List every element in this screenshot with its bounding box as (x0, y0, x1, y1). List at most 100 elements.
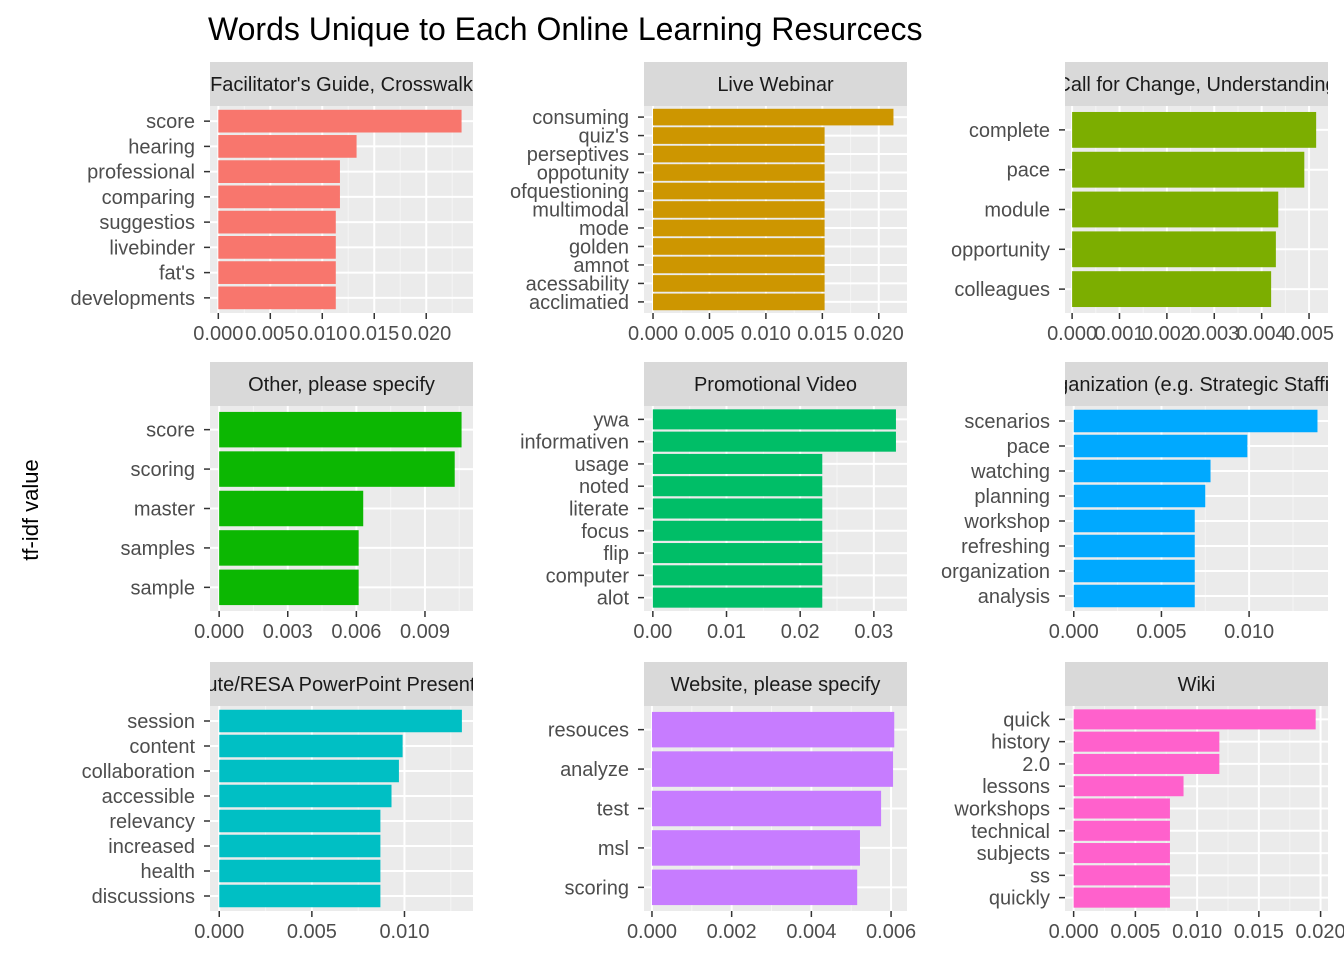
bar (218, 135, 357, 158)
facet-strip-label: Call for Change, Understanding (1056, 74, 1336, 96)
y-tick-label: health (141, 861, 196, 883)
bar (219, 451, 455, 487)
bar (219, 411, 462, 448)
bar (1073, 865, 1170, 886)
y-tick-label: score (146, 111, 195, 133)
y-tick-label: relevancy (109, 811, 195, 833)
x-tick-label: 0.01 (707, 621, 746, 643)
y-tick-label: quickly (989, 888, 1050, 910)
y-tick-label: samples (121, 538, 195, 560)
x-tick-label: 0.015 (349, 323, 399, 345)
x-tick-label: 0.010 (1224, 621, 1274, 643)
x-tick-label: 0.006 (866, 921, 916, 943)
x-tick-label: 0.004 (786, 921, 836, 943)
bar (1072, 151, 1305, 188)
y-tick-label: acessability (526, 273, 629, 295)
bar (653, 275, 825, 292)
facet-panel: Wiki quickhistory2.0lessonsworkshopstechn… (953, 662, 1344, 943)
bar (652, 476, 823, 497)
y-tick-label: scoring (565, 877, 629, 899)
y-tick-label: collaboration (82, 761, 195, 783)
y-tick-label: livebinder (109, 237, 195, 259)
y-tick-label: fat's (159, 263, 195, 285)
y-tick-label: alot (597, 588, 630, 610)
x-tick-label: 0.001 (1094, 323, 1144, 345)
y-tick-label: consuming (532, 107, 629, 129)
x-tick-label: 0.015 (1234, 921, 1284, 943)
x-tick-label: 0.004 (1237, 323, 1287, 345)
facet-panel: Website, please specify resouces analyze te… (548, 662, 916, 943)
bar (218, 236, 336, 259)
y-tick-label: literate (569, 499, 629, 521)
y-tick-label: resouces (548, 720, 629, 742)
bar (1073, 484, 1206, 508)
facet-strip-label: Promotional Video (694, 374, 857, 396)
bar (1073, 534, 1195, 558)
y-tick-label: master (134, 499, 195, 521)
y-tick-label: complete (969, 120, 1050, 142)
y-tick-label: scoring (131, 459, 195, 481)
y-tick-label: pace (1007, 160, 1050, 182)
y-tick-label: amnot (573, 255, 629, 277)
x-tick-label: 0.00 (633, 621, 672, 643)
x-tick-label: 0.005 (1284, 323, 1334, 345)
facet-strip-label: Website, please specify (671, 674, 881, 696)
facet-panel: Organization (e.g. Strategic Staffing) sc… (941, 362, 1328, 643)
bar (1072, 271, 1272, 308)
bar (653, 201, 825, 218)
y-tick-label: pace (1007, 436, 1050, 458)
y-tick-label: module (984, 200, 1050, 222)
y-tick-label: history (991, 732, 1050, 754)
x-tick-label: 0.020 (401, 323, 451, 345)
x-tick-label: 0.005 (1110, 921, 1160, 943)
bar (1072, 191, 1279, 228)
y-tick-label: scenarios (964, 411, 1050, 433)
x-tick-label: 0.000 (628, 323, 678, 345)
facet-strip (1065, 62, 1328, 106)
bar (219, 834, 381, 858)
x-tick-label: 0.005 (287, 921, 337, 943)
y-tick-label: flip (603, 543, 629, 565)
y-tick-label: discussions (92, 886, 195, 908)
bar (1073, 776, 1184, 797)
x-tick-label: 0.020 (1296, 921, 1344, 943)
bar (218, 185, 340, 209)
x-tick-label: 0.003 (263, 621, 313, 643)
bar (219, 784, 392, 808)
facet-strip-label: Institute/RESA PowerPoint Presentation (164, 674, 519, 696)
facet-panels: Facilitator's Guide, Crosswalk score heari… (70, 62, 1344, 943)
x-tick-label: 0.015 (797, 323, 847, 345)
bar (218, 160, 340, 183)
facet-strip (210, 62, 473, 106)
y-tick-label: workshop (963, 511, 1050, 533)
y-tick-label: quiz's (578, 126, 629, 148)
bar (651, 869, 858, 906)
y-tick-label: ss (1030, 865, 1050, 887)
bar (1073, 559, 1195, 583)
x-tick-label: 0.000 (1047, 323, 1097, 345)
bar (1073, 409, 1318, 433)
y-tick-label: computer (546, 565, 630, 587)
bar (1072, 231, 1276, 268)
bar (652, 498, 823, 519)
facet-strip (1065, 362, 1328, 406)
facet-panel: Promotional Video ywainformativenusagenot… (520, 362, 907, 643)
y-tick-label: ywa (593, 409, 629, 431)
bar (219, 859, 381, 883)
chart-title: Words Unique to Each Online Learning Res… (208, 11, 922, 47)
bar (218, 210, 336, 234)
x-tick-label: 0.005 (684, 323, 734, 345)
bar (651, 790, 882, 827)
facet-panel: Facilitator's Guide, Crosswalk score heari… (70, 62, 473, 345)
x-tick-label: 0.000 (627, 921, 677, 943)
bar (1073, 709, 1316, 730)
y-tick-label: suggestios (99, 212, 195, 234)
bar (652, 543, 823, 564)
y-tick-label: multimodal (532, 200, 629, 222)
bar (653, 219, 825, 237)
x-tick-label: 0.006 (331, 621, 381, 643)
x-tick-label: 0.010 (741, 323, 791, 345)
x-tick-label: 0.000 (193, 323, 243, 345)
y-tick-label: organization (941, 561, 1050, 583)
